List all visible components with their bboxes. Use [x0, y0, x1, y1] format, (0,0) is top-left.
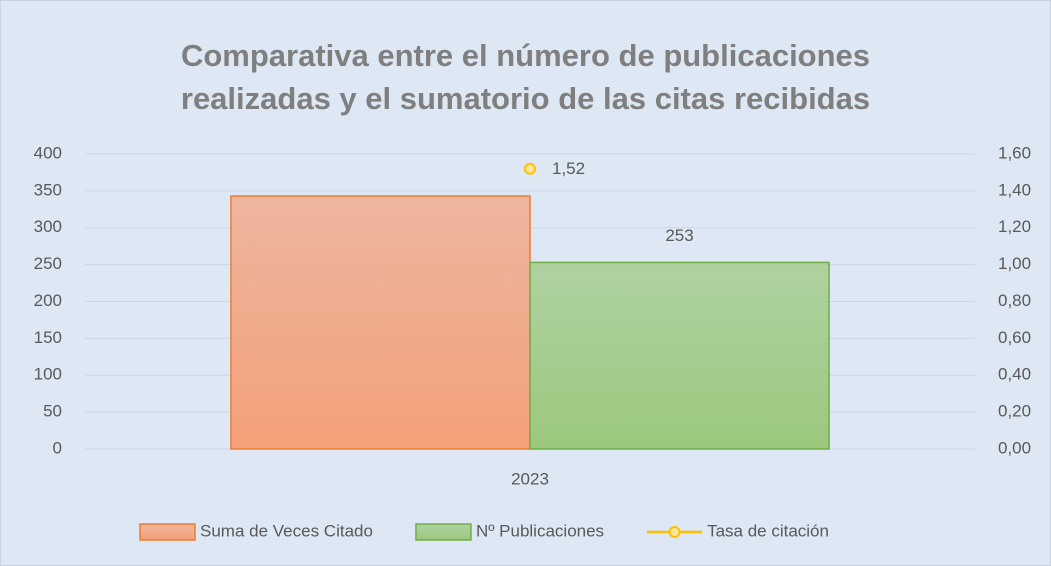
data-label: 1,52	[552, 159, 585, 178]
bar	[529, 261, 830, 450]
y-tick-label: 100	[34, 365, 62, 384]
chart-title: Comparativa entre el número de publicaci…	[180, 38, 871, 116]
y-tick-label: 200	[34, 291, 62, 310]
y2-tick-label: 0,00	[998, 438, 1031, 457]
x-tick-label: 2023	[511, 469, 549, 488]
y-tick-label: 250	[34, 254, 62, 273]
legend-label: Suma de Veces Citado	[200, 521, 373, 540]
legend-swatch	[139, 523, 196, 541]
y2-tick-label: 0,20	[998, 402, 1031, 421]
y-tick-label: 0	[53, 438, 62, 457]
y2-tick-label: 0,80	[998, 291, 1031, 310]
legend-label: Nº Publicaciones	[476, 521, 604, 540]
y2-tick-label: 1,20	[998, 217, 1031, 236]
y-tick-label: 50	[43, 402, 62, 421]
bar	[230, 195, 531, 450]
line-marker	[524, 162, 536, 175]
y2-tick-label: 1,00	[998, 254, 1031, 273]
y-tick-label: 350	[34, 180, 62, 199]
data-label: 253	[665, 226, 693, 245]
y-tick-label: 400	[34, 143, 62, 162]
y-tick-label: 150	[34, 328, 62, 347]
legend-swatch	[415, 523, 472, 541]
legend-label: Tasa de citación	[707, 521, 829, 540]
y2-tick-label: 0,40	[998, 365, 1031, 384]
y-tick-label: 300	[34, 217, 62, 236]
legend-marker	[668, 526, 681, 538]
y2-tick-label: 1,40	[998, 180, 1031, 199]
y2-tick-label: 1,60	[998, 143, 1031, 162]
y2-tick-label: 0,60	[998, 328, 1031, 347]
